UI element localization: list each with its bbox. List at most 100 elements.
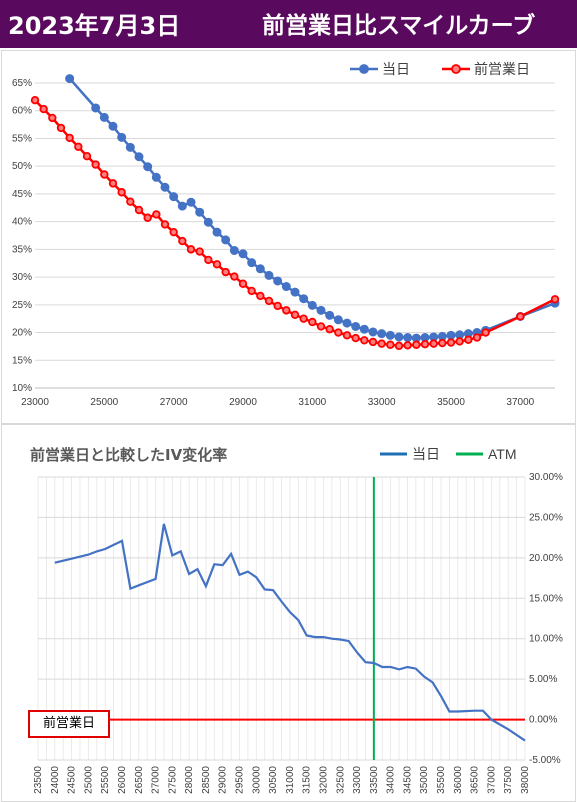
x-tick-label: 29000 bbox=[229, 397, 257, 408]
legend-label: 当日 bbox=[382, 61, 410, 77]
data-point-previous-day bbox=[290, 310, 300, 319]
data-point-previous-day bbox=[377, 339, 386, 348]
header-title: 前営業日比スマイルカーブ bbox=[262, 13, 536, 39]
x-tick-label: 36000 bbox=[453, 766, 464, 794]
data-point-today bbox=[394, 332, 404, 342]
data-point-today bbox=[125, 142, 135, 152]
x-tick-label: 23500 bbox=[33, 766, 44, 794]
data-point-today bbox=[403, 333, 413, 343]
x-tick-label: 25000 bbox=[90, 397, 118, 408]
y-tick-label: 35% bbox=[12, 244, 32, 255]
y-tick-label: 25% bbox=[12, 300, 32, 311]
data-point-previous-day bbox=[316, 322, 326, 331]
data-point-previous-day bbox=[273, 301, 282, 311]
data-point-today bbox=[307, 300, 317, 310]
smile-curve-chart: 10% 15% 20% 25% 30% 35% 40% 45% 50% 55% 60% 65% 2300… bbox=[12, 61, 560, 408]
series-line-previous-day bbox=[34, 99, 556, 348]
data-point-today bbox=[273, 276, 283, 286]
data-point-previous-day bbox=[386, 340, 395, 349]
data-point-today bbox=[368, 327, 378, 337]
data-point-previous-day bbox=[56, 123, 66, 133]
chart-title: 前営業日と比較したIV変化率 bbox=[30, 446, 227, 464]
data-point-today bbox=[299, 294, 309, 304]
data-point-previous-day bbox=[403, 341, 412, 350]
data-point-previous-day bbox=[39, 104, 48, 114]
x-tick-label: 27000 bbox=[151, 766, 162, 794]
data-point-previous-day bbox=[438, 338, 447, 348]
x-tick-label: 31000 bbox=[285, 766, 296, 794]
x-tick-label: 37500 bbox=[503, 766, 514, 794]
data-point-previous-day bbox=[108, 179, 118, 188]
data-point-today bbox=[221, 235, 231, 245]
y-tick-label: 55% bbox=[12, 133, 32, 144]
legend-marker bbox=[451, 64, 461, 74]
data-point-today bbox=[325, 310, 335, 320]
y-tick-label: 0.00% bbox=[529, 715, 557, 726]
y-tick-label: 10% bbox=[12, 383, 32, 394]
data-point-previous-day bbox=[230, 272, 239, 281]
data-point-today bbox=[143, 162, 153, 172]
y-tick-label: -5.00% bbox=[529, 755, 561, 766]
x-tick-label: 27500 bbox=[167, 766, 178, 794]
data-point-previous-day bbox=[472, 333, 482, 342]
data-point-today bbox=[195, 207, 205, 217]
data-point-previous-day bbox=[334, 328, 343, 337]
data-point-previous-day bbox=[134, 205, 144, 215]
data-point-previous-day bbox=[195, 247, 204, 256]
data-point-today bbox=[108, 121, 118, 131]
data-point-today bbox=[377, 329, 387, 339]
data-point-today bbox=[160, 182, 170, 192]
reference-line-label: 前営業日 bbox=[28, 710, 110, 738]
x-tick-label: 26000 bbox=[117, 766, 128, 794]
data-point-today bbox=[151, 172, 161, 182]
data-point-today bbox=[117, 132, 127, 142]
y-tick-label: 20% bbox=[12, 328, 32, 339]
x-tick-label: 24500 bbox=[67, 766, 78, 794]
data-point-previous-day bbox=[325, 325, 334, 334]
data-point-today bbox=[290, 287, 300, 297]
x-tick-label: 30000 bbox=[251, 766, 262, 794]
y-tick-label: 10.00% bbox=[529, 634, 563, 645]
data-point-previous-day bbox=[212, 260, 222, 269]
data-point-previous-day bbox=[394, 341, 404, 351]
x-tick-label: 29000 bbox=[218, 766, 229, 794]
x-tick-label: 36500 bbox=[470, 766, 481, 794]
data-point-previous-day bbox=[48, 113, 57, 123]
x-tick-label: 33500 bbox=[369, 766, 380, 794]
data-point-previous-day bbox=[464, 335, 473, 344]
data-point-previous-day bbox=[455, 337, 464, 346]
x-tick-label: 38000 bbox=[520, 766, 531, 794]
data-point-previous-day bbox=[65, 133, 74, 143]
y-tick-label: 45% bbox=[12, 189, 32, 200]
data-point-previous-day bbox=[308, 317, 317, 327]
data-point-today bbox=[177, 201, 187, 211]
header-date: 2023年7月3日 bbox=[8, 12, 181, 40]
data-point-today bbox=[333, 315, 343, 325]
x-tick-label: 28500 bbox=[201, 766, 212, 794]
data-point-today bbox=[446, 330, 456, 340]
data-point-today bbox=[264, 270, 274, 280]
iv-change-panel: 前営業日と比較したIV変化率 30.00% 25.00% 20.00% 15.00% 10… bbox=[1, 424, 576, 802]
data-point-previous-day bbox=[299, 314, 308, 323]
y-tick-label: 15% bbox=[12, 355, 32, 366]
data-point-today bbox=[342, 318, 352, 328]
data-point-previous-day bbox=[117, 188, 126, 197]
x-tick-label: 25500 bbox=[100, 766, 111, 794]
legend-label: 前営業日 bbox=[474, 61, 530, 77]
header-bar: 2023年7月3日 前営業日比スマイルカーブ bbox=[0, 0, 577, 48]
x-tick-label: 33000 bbox=[352, 766, 363, 794]
data-point-today bbox=[134, 152, 144, 162]
x-tick-label: 34000 bbox=[386, 766, 397, 794]
x-tick-label: 26500 bbox=[134, 766, 145, 794]
y-tick-label: 30% bbox=[12, 272, 32, 283]
data-point-today bbox=[212, 227, 222, 237]
x-tick-label: 28000 bbox=[184, 766, 195, 794]
data-point-today bbox=[203, 217, 213, 227]
x-tick-label: 27000 bbox=[160, 397, 188, 408]
data-point-today bbox=[359, 324, 369, 334]
x-tick-label: 35000 bbox=[419, 766, 430, 794]
data-point-previous-day bbox=[204, 255, 213, 265]
data-point-today bbox=[281, 282, 291, 292]
x-tick-label: 33000 bbox=[368, 397, 396, 408]
x-tick-label: 34500 bbox=[402, 766, 413, 794]
